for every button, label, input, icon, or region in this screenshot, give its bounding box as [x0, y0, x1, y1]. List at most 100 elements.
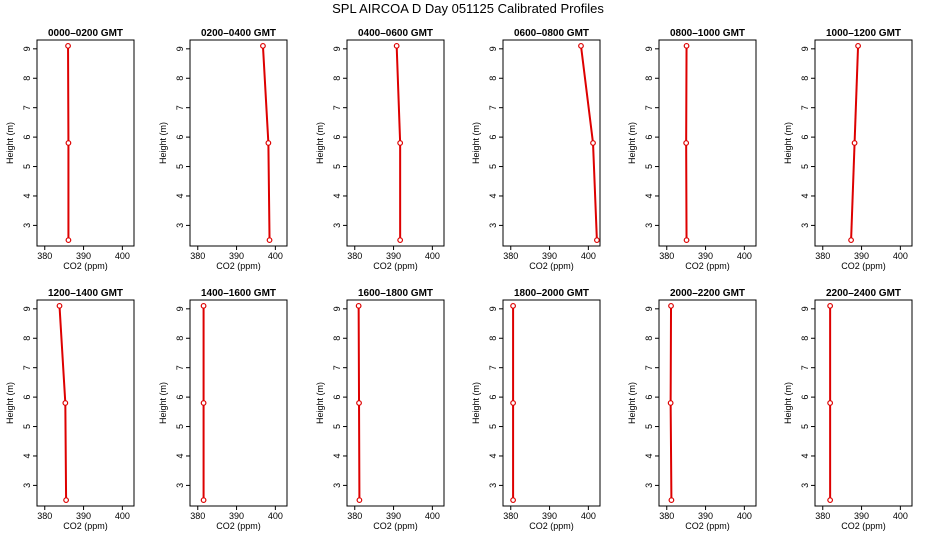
x-tick-label: 380: [815, 511, 830, 521]
y-tick-label: 7: [644, 105, 654, 110]
x-axis-label: CO2 (ppm): [841, 521, 886, 531]
x-tick-label: 400: [581, 251, 596, 261]
y-tick-label: 4: [175, 453, 185, 458]
y-tick-label: 9: [175, 306, 185, 311]
profile-point: [397, 140, 404, 146]
plot-frame: [814, 299, 913, 507]
y-tick-label: 4: [488, 193, 498, 198]
plot-frame: [346, 299, 445, 507]
profile-point: [590, 140, 596, 146]
profile-point: [265, 140, 272, 146]
y-tick-label: 3: [332, 483, 342, 488]
panel-title: 1200–1400 GMT: [48, 288, 123, 299]
y-tick-label: 9: [332, 306, 342, 311]
x-axis-label: CO2 (ppm): [685, 521, 730, 531]
profile-point: [593, 237, 600, 244]
y-tick-label: 8: [800, 336, 810, 341]
profile-point: [510, 302, 516, 309]
plot-frame: [36, 299, 135, 507]
plot-frame: [658, 299, 757, 507]
y-tick-label: 8: [644, 336, 654, 341]
y-axis-label: Height (m): [471, 122, 481, 164]
x-axis-label: CO2 (ppm): [63, 261, 108, 271]
x-tick-label: 400: [425, 511, 440, 521]
y-tick-label: 9: [332, 46, 342, 51]
profile-point: [65, 237, 72, 244]
y-tick-label: 7: [175, 365, 185, 370]
y-tick-label: 3: [644, 483, 654, 488]
y-tick-label: 3: [488, 223, 498, 228]
x-axis-label: CO2 (ppm): [529, 261, 574, 271]
y-tick-label: 9: [644, 46, 654, 51]
panel-title: 2200–2400 GMT: [826, 288, 901, 299]
x-tick-label: 390: [76, 511, 91, 521]
profile-point: [56, 302, 63, 309]
plot-frame: [658, 39, 757, 247]
profile-point: [356, 400, 362, 406]
y-tick-label: 7: [800, 365, 810, 370]
y-tick-label: 9: [488, 306, 498, 311]
profile-point: [667, 400, 674, 406]
x-axis-label: CO2 (ppm): [216, 261, 261, 271]
profile-point: [356, 497, 363, 504]
y-tick-label: 9: [644, 306, 654, 311]
panel-title: 1000–1200 GMT: [826, 28, 901, 39]
x-tick-label: 400: [115, 251, 130, 261]
y-tick-label: 5: [22, 424, 32, 429]
x-tick-label: 390: [542, 251, 557, 261]
x-tick-label: 400: [737, 511, 752, 521]
profile-point: [266, 237, 273, 244]
x-tick-label: 390: [386, 251, 401, 261]
y-tick-label: 6: [175, 135, 185, 140]
y-tick-label: 6: [175, 395, 185, 400]
y-tick-label: 6: [488, 395, 498, 400]
x-tick-label: 380: [190, 251, 205, 261]
profile-point: [578, 42, 584, 49]
profile-point: [848, 237, 854, 244]
y-tick-label: 9: [22, 306, 32, 311]
x-tick-label: 400: [268, 251, 283, 261]
x-axis-label: CO2 (ppm): [841, 261, 886, 271]
y-tick-label: 7: [488, 105, 498, 110]
x-tick-label: 400: [737, 251, 752, 261]
y-tick-label: 8: [332, 76, 342, 81]
y-axis-label: Height (m): [5, 382, 15, 424]
y-tick-label: 4: [644, 453, 654, 458]
y-tick-label: 8: [175, 336, 185, 341]
x-tick-label: 380: [659, 251, 674, 261]
panel-5: 0800–1000 GMT 380 390 400 3 4 5 6 7 8 9 CO2 (ppm) He…: [627, 28, 757, 271]
y-tick-label: 6: [800, 135, 810, 140]
y-tick-label: 8: [175, 76, 185, 81]
x-tick-label: 400: [581, 511, 596, 521]
y-tick-label: 8: [488, 336, 498, 341]
y-tick-label: 4: [175, 193, 185, 198]
y-axis-label: Height (m): [315, 382, 325, 424]
profile-point: [510, 497, 516, 504]
y-tick-label: 6: [332, 135, 342, 140]
plot-frame: [346, 39, 445, 247]
panel-4: 0600–0800 GMT 380 390 400 3 4 5 6 7 8 9 CO2 (ppm) He…: [471, 28, 601, 271]
figure-title: SPL AIRCOA D Day 051125 Calibrated Profi…: [332, 1, 604, 16]
panel-title: 0000–0200 GMT: [48, 28, 123, 39]
x-tick-label: 380: [347, 511, 362, 521]
y-axis-label: Height (m): [158, 382, 168, 424]
y-tick-label: 4: [488, 453, 498, 458]
y-tick-label: 6: [488, 135, 498, 140]
y-tick-label: 5: [22, 164, 32, 169]
y-axis-label: Height (m): [315, 122, 325, 164]
y-tick-label: 4: [332, 193, 342, 198]
profile-point: [668, 302, 674, 309]
y-tick-label: 5: [800, 424, 810, 429]
y-tick-label: 3: [644, 223, 654, 228]
y-tick-label: 7: [22, 365, 32, 370]
panel-title: 0800–1000 GMT: [670, 28, 745, 39]
y-tick-label: 7: [644, 365, 654, 370]
y-tick-label: 9: [800, 46, 810, 51]
x-axis-label: CO2 (ppm): [373, 521, 418, 531]
y-tick-label: 4: [644, 193, 654, 198]
x-axis-label: CO2 (ppm): [685, 261, 730, 271]
panel-title: 1800–2000 GMT: [514, 288, 589, 299]
y-axis-label: Height (m): [5, 122, 15, 164]
y-tick-label: 5: [332, 424, 342, 429]
y-tick-label: 6: [644, 135, 654, 140]
